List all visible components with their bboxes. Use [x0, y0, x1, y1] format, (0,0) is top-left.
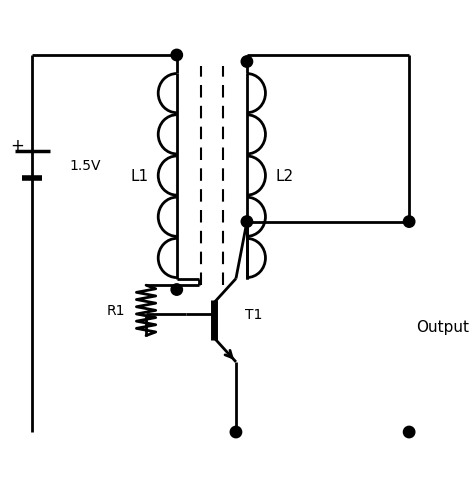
Circle shape	[171, 284, 182, 296]
Text: +: +	[10, 137, 24, 155]
Text: L1: L1	[130, 169, 148, 183]
Circle shape	[403, 217, 415, 228]
Text: T1: T1	[245, 307, 262, 321]
Circle shape	[230, 427, 242, 438]
Circle shape	[241, 57, 253, 68]
Circle shape	[403, 427, 415, 438]
Text: 1.5V: 1.5V	[69, 158, 101, 172]
Text: R1: R1	[106, 304, 125, 318]
Text: Output: Output	[416, 320, 469, 335]
Text: L2: L2	[275, 169, 293, 183]
Circle shape	[171, 50, 182, 61]
Circle shape	[241, 217, 253, 228]
